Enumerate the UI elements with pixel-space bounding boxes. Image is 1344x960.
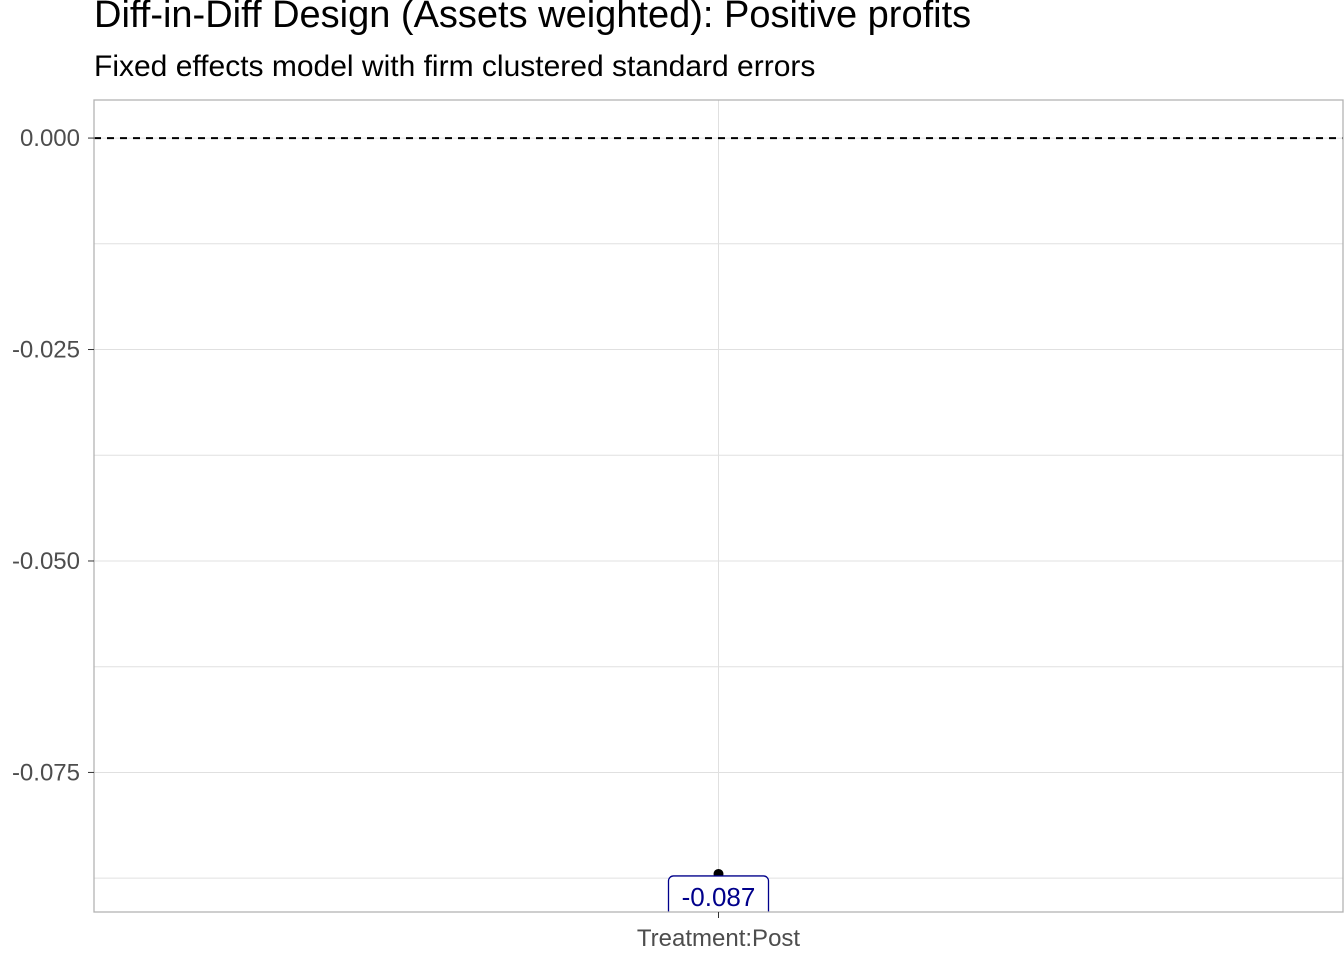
- x-tick-label: Treatment:Post: [637, 925, 801, 952]
- grid-layer: [94, 100, 1343, 912]
- y-tick-label: -0.050: [12, 548, 80, 575]
- data-label-box: [667, 875, 770, 912]
- data-marks-layer: -0.087: [667, 868, 770, 912]
- axis-layer: 0.000 -0.025 -0.050 -0.075 Treatment:Post: [12, 125, 800, 952]
- data-label: -0.087: [667, 875, 770, 912]
- data-label-text: -0.087: [682, 882, 756, 912]
- y-tick-label: -0.025: [12, 337, 80, 364]
- chart-subtitle: Fixed effects model with firm clustered …: [94, 50, 816, 83]
- chart-title: Diff-in-Diff Design (Assets weighted): P…: [94, 0, 972, 36]
- y-tick-label: -0.075: [12, 759, 80, 786]
- y-tick-label: 0.000: [20, 125, 80, 152]
